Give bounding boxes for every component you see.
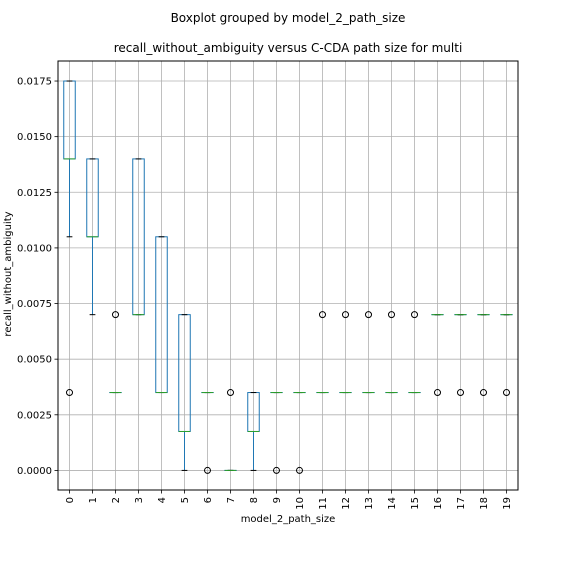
flier-point <box>365 311 372 319</box>
box-group <box>316 311 329 394</box>
box-group <box>132 158 145 316</box>
y-tick-label: 0.0100 <box>17 243 52 254</box>
x-tick-label: 18 <box>479 497 490 510</box>
box-group <box>431 314 444 397</box>
box-group <box>224 389 237 471</box>
x-tick-label: 1 <box>88 497 99 503</box>
box-group <box>178 314 191 471</box>
box-group <box>201 392 214 474</box>
box-group <box>454 314 467 397</box>
y-tick-label: 0.0050 <box>17 355 52 366</box>
x-tick-label: 17 <box>456 497 467 510</box>
box-group <box>109 311 122 394</box>
x-tick-label: 2 <box>111 497 122 503</box>
flier-point <box>388 311 395 319</box>
flier-point <box>112 311 119 319</box>
flier-point <box>411 311 418 319</box>
x-tick-label: 9 <box>272 497 283 503</box>
box-group <box>477 314 490 397</box>
box-group <box>63 80 76 397</box>
box-group <box>86 158 99 316</box>
x-tick-label: 19 <box>502 497 513 510</box>
flier-point <box>342 311 349 319</box>
axis-ticks: 0.0000 0.0025 0.0050 0.0075 0.0100 0.0125 0.01… <box>17 77 513 510</box>
x-tick-label: 13 <box>364 497 375 510</box>
x-tick-label: 11 <box>318 497 329 510</box>
x-tick-label: 14 <box>387 497 398 510</box>
box-group <box>155 236 168 394</box>
box-group <box>500 314 513 397</box>
flier-point <box>503 389 510 397</box>
y-tick-label: 0.0150 <box>17 132 52 143</box>
flier-point <box>296 466 303 474</box>
x-tick-label: 16 <box>433 497 444 510</box>
axes-frame <box>57 60 519 491</box>
box-group <box>270 392 283 474</box>
y-tick-label: 0.0075 <box>17 299 52 310</box>
box-group <box>385 311 398 394</box>
y-tick-label: 0.0025 <box>17 410 52 421</box>
flier-point <box>319 311 326 319</box>
flier-point <box>480 389 487 397</box>
x-tick-label: 12 <box>341 497 352 510</box>
x-tick-label: 10 <box>295 497 306 510</box>
x-tick-label: 4 <box>157 497 168 503</box>
x-tick-label: 8 <box>249 497 260 503</box>
x-tick-label: 6 <box>203 497 214 503</box>
x-tick-label: 15 <box>410 497 421 510</box>
plot-area <box>63 80 513 474</box>
figure-suptitle: Boxplot grouped by model_2_path_size <box>171 11 406 25</box>
y-tick-label: 0.0125 <box>17 188 52 199</box>
box-group <box>408 311 421 394</box>
x-tick-label: 5 <box>180 497 191 503</box>
box-group <box>339 311 352 394</box>
box-group <box>293 392 306 474</box>
flier-point <box>273 466 280 474</box>
box-group <box>247 392 260 471</box>
box-group <box>362 311 375 394</box>
flier-point <box>227 389 234 397</box>
y-tick-label: 0.0175 <box>17 77 52 88</box>
x-tick-label: 3 <box>134 497 145 503</box>
x-axis-label: model_2_path_size <box>241 514 336 525</box>
x-tick-label: 7 <box>226 497 237 503</box>
axes-title: recall_without_ambiguity versus C-CDA pa… <box>114 41 463 55</box>
flier-point <box>204 466 211 474</box>
flier-point <box>66 389 73 397</box>
x-tick-label: 0 <box>65 497 76 503</box>
flier-point <box>434 389 441 397</box>
y-tick-label: 0.0000 <box>17 466 52 477</box>
y-axis-label: recall_without_ambiguity <box>3 211 14 336</box>
flier-point <box>457 389 464 397</box>
